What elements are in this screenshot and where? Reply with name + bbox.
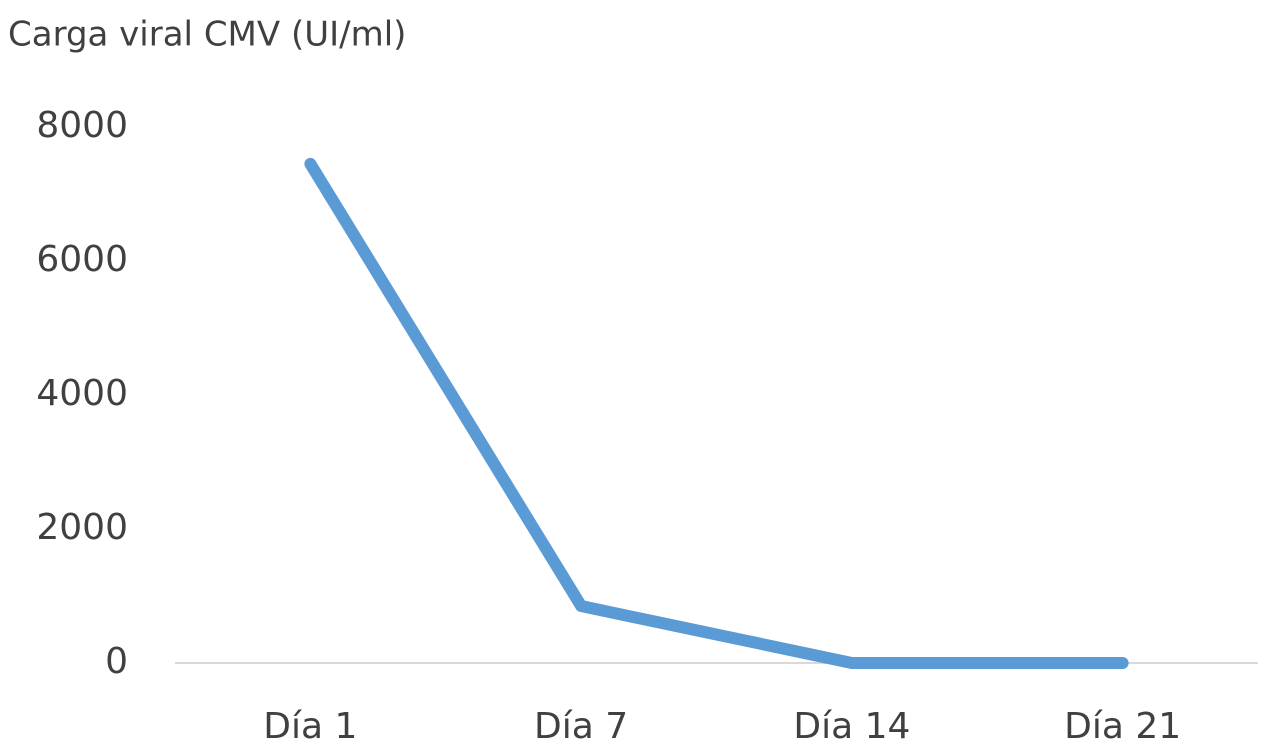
y-tick-label: 8000 xyxy=(36,105,128,146)
chart-title: Carga viral CMV (UI/ml) xyxy=(8,15,406,55)
x-tick-label: Día 1 xyxy=(263,706,357,747)
x-tick-label: Día 21 xyxy=(1064,706,1181,747)
x-tick-label: Día 7 xyxy=(534,706,628,747)
y-tick-label: 6000 xyxy=(36,239,128,280)
data-line xyxy=(304,157,1129,669)
y-tick-label: 0 xyxy=(105,641,128,682)
y-tick-label: 4000 xyxy=(36,373,128,414)
y-tick-label: 2000 xyxy=(36,507,128,548)
x-tick-label: Día 14 xyxy=(793,706,910,747)
